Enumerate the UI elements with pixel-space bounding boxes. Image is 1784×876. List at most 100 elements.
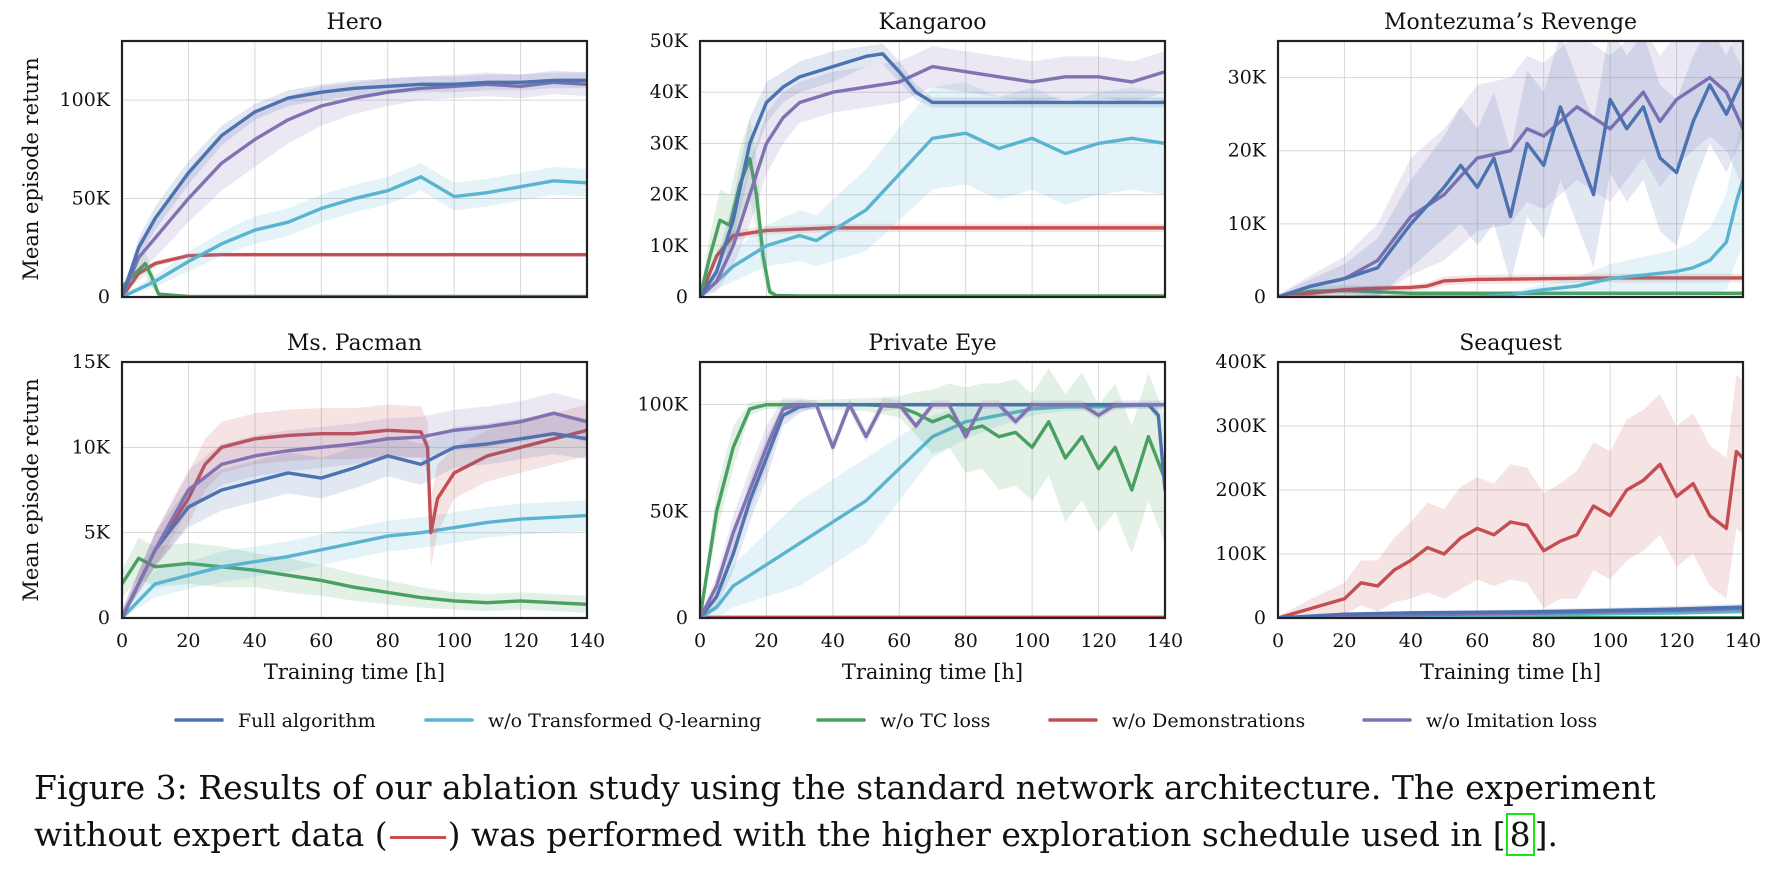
series-group bbox=[1278, 374, 1743, 618]
y-axis-label: Mean episode return bbox=[19, 378, 43, 601]
plot-frame bbox=[120, 360, 589, 620]
y-tick-label: 20K bbox=[650, 184, 689, 206]
x-tick-label: 40 bbox=[1399, 630, 1423, 652]
x-tick-label: 100 bbox=[436, 630, 472, 652]
line-w-o-transformed-q-learning bbox=[700, 402, 1165, 618]
line-w-o-transformed-q-learning bbox=[700, 131, 1165, 297]
line-w-o-tc-loss bbox=[700, 402, 1165, 618]
band-w-o-transformed-q-learning bbox=[122, 163, 587, 297]
plot-frame bbox=[698, 39, 1167, 299]
line-w-o-transformed-q-learning bbox=[122, 175, 587, 297]
legend-item-w-o-transformed-q-learning: w/o Transformed Q-learning bbox=[424, 710, 761, 732]
panel-title: Hero bbox=[327, 10, 383, 35]
x-tick-label: 60 bbox=[309, 630, 333, 652]
line-full-algorithm bbox=[700, 52, 1165, 297]
x-axis-label: Training time [h] bbox=[264, 660, 445, 684]
x-tick-label: 140 bbox=[569, 630, 605, 652]
panel-hero: 0 50K 100K Hero Mean episode return bbox=[19, 10, 589, 308]
band-w-o-demonstrations bbox=[700, 223, 1165, 297]
y-tick-label: 50K bbox=[650, 30, 689, 52]
band-full-algorithm bbox=[700, 43, 1165, 297]
legend: Full algorithm w/o Transformed Q-learning… bbox=[174, 710, 1597, 732]
y-tick-label: 0 bbox=[1254, 286, 1266, 308]
line-w-o-transformed-q-learning bbox=[1278, 178, 1743, 297]
line-w-o-imitation-loss bbox=[700, 64, 1165, 297]
band-w-o-imitation-loss bbox=[700, 46, 1165, 297]
plot-frame bbox=[1276, 39, 1745, 299]
band-w-o-demonstrations bbox=[122, 404, 587, 618]
y-tick-label: 50K bbox=[650, 500, 689, 522]
line-w-o-transformed-q-learning bbox=[122, 513, 587, 618]
reference-link[interactable]: 8 bbox=[1505, 813, 1535, 856]
y-tick-label: 10K bbox=[72, 436, 111, 458]
x-tick-label: 60 bbox=[1465, 630, 1489, 652]
y-tick-label: 0 bbox=[676, 286, 688, 308]
line-full-algorithm bbox=[122, 78, 587, 297]
figure-caption: Figure 3: Results of our ablation study … bbox=[34, 764, 1754, 858]
y-tick-label: 20K bbox=[1228, 140, 1267, 162]
y-tick-label: 0 bbox=[98, 286, 110, 308]
x-tick-label: 120 bbox=[1080, 630, 1116, 652]
line-full-algorithm bbox=[1278, 75, 1743, 297]
x-axis-label: Training time [h] bbox=[1420, 660, 1601, 684]
legend-item-w-o-demonstrations: w/o Demonstrations bbox=[1048, 710, 1305, 732]
panel-kangaroo: 0 10K 20K 30K 40K 50K Kangaroo bbox=[650, 10, 1167, 308]
x-tick-label: 80 bbox=[954, 630, 978, 652]
caption-line-1: Figure 3: Results of our ablation study … bbox=[34, 768, 1656, 807]
x-tick-label: 40 bbox=[821, 630, 845, 652]
x-tick-label: 100 bbox=[1014, 630, 1050, 652]
y-tick-label: 10K bbox=[1228, 213, 1267, 235]
x-tick-label: 0 bbox=[1272, 630, 1284, 652]
series-group bbox=[122, 392, 587, 618]
line-full-algorithm bbox=[1278, 605, 1743, 618]
legend-label: w/o Demonstrations bbox=[1112, 710, 1305, 732]
line-w-o-imitation-loss bbox=[122, 411, 587, 618]
legend-label: w/o Transformed Q-learning bbox=[488, 710, 761, 732]
caption-text-after: ]. bbox=[1534, 815, 1558, 854]
caption-text-before: without expert data ( bbox=[34, 815, 388, 854]
band-w-o-imitation-loss bbox=[1278, 41, 1743, 297]
caption-text-middle: ) was performed with the higher explorat… bbox=[447, 815, 1506, 854]
y-tick-label: 100K bbox=[638, 394, 689, 416]
line-w-o-demonstrations bbox=[122, 428, 587, 618]
y-tick-label: 0 bbox=[98, 607, 110, 629]
y-tick-label: 0 bbox=[676, 607, 688, 629]
band-w-o-tc-loss bbox=[122, 537, 587, 613]
line-w-o-imitation-loss bbox=[1278, 75, 1743, 297]
y-tick-label: 0 bbox=[1254, 607, 1266, 629]
panel-title: Montezuma’s Revenge bbox=[1384, 10, 1637, 35]
y-tick-label: 10K bbox=[650, 235, 689, 257]
x-tick-label: 120 bbox=[1658, 630, 1694, 652]
legend-item-full-algorithm: Full algorithm bbox=[174, 710, 376, 732]
panel-title: Ms. Pacman bbox=[287, 331, 422, 356]
plot-frame bbox=[1276, 360, 1745, 620]
legend-label: Full algorithm bbox=[238, 710, 376, 732]
y-tick-label: 300K bbox=[1216, 415, 1267, 437]
y-tick-label: 5K bbox=[84, 522, 111, 544]
y-tick-label: 50K bbox=[72, 188, 111, 210]
y-tick-label: 30K bbox=[650, 132, 689, 154]
x-tick-label: 40 bbox=[243, 630, 267, 652]
panel-montezuma-s-revenge: 0 10K 20K 30K Montezuma’s Revenge bbox=[1228, 10, 1745, 308]
legend-label: w/o Imitation loss bbox=[1426, 710, 1597, 732]
band-w-o-transformed-q-learning bbox=[700, 81, 1165, 297]
y-tick-label: 15K bbox=[72, 351, 111, 373]
caption-demonstrations-swatch bbox=[389, 835, 446, 839]
x-tick-label: 140 bbox=[1725, 630, 1761, 652]
band-full-algorithm bbox=[122, 413, 587, 618]
series-group bbox=[700, 43, 1165, 297]
band-w-o-transformed-q-learning bbox=[700, 401, 1165, 618]
panel-title: Private Eye bbox=[868, 331, 996, 356]
x-tick-label: 20 bbox=[176, 630, 200, 652]
x-tick-label: 20 bbox=[1332, 630, 1356, 652]
panel-title: Kangaroo bbox=[879, 10, 987, 35]
y-axis-label: Mean episode return bbox=[19, 57, 43, 280]
band-w-o-transformed-q-learning bbox=[122, 500, 587, 618]
line-w-o-tc-loss bbox=[122, 556, 587, 607]
band-w-o-transformed-q-learning bbox=[1278, 114, 1743, 297]
x-tick-label: 60 bbox=[887, 630, 911, 652]
x-tick-label: 140 bbox=[1147, 630, 1183, 652]
legend-item-w-o-tc-loss: w/o TC loss bbox=[816, 710, 990, 732]
x-tick-label: 20 bbox=[754, 630, 778, 652]
line-w-o-demonstrations bbox=[1278, 449, 1743, 618]
